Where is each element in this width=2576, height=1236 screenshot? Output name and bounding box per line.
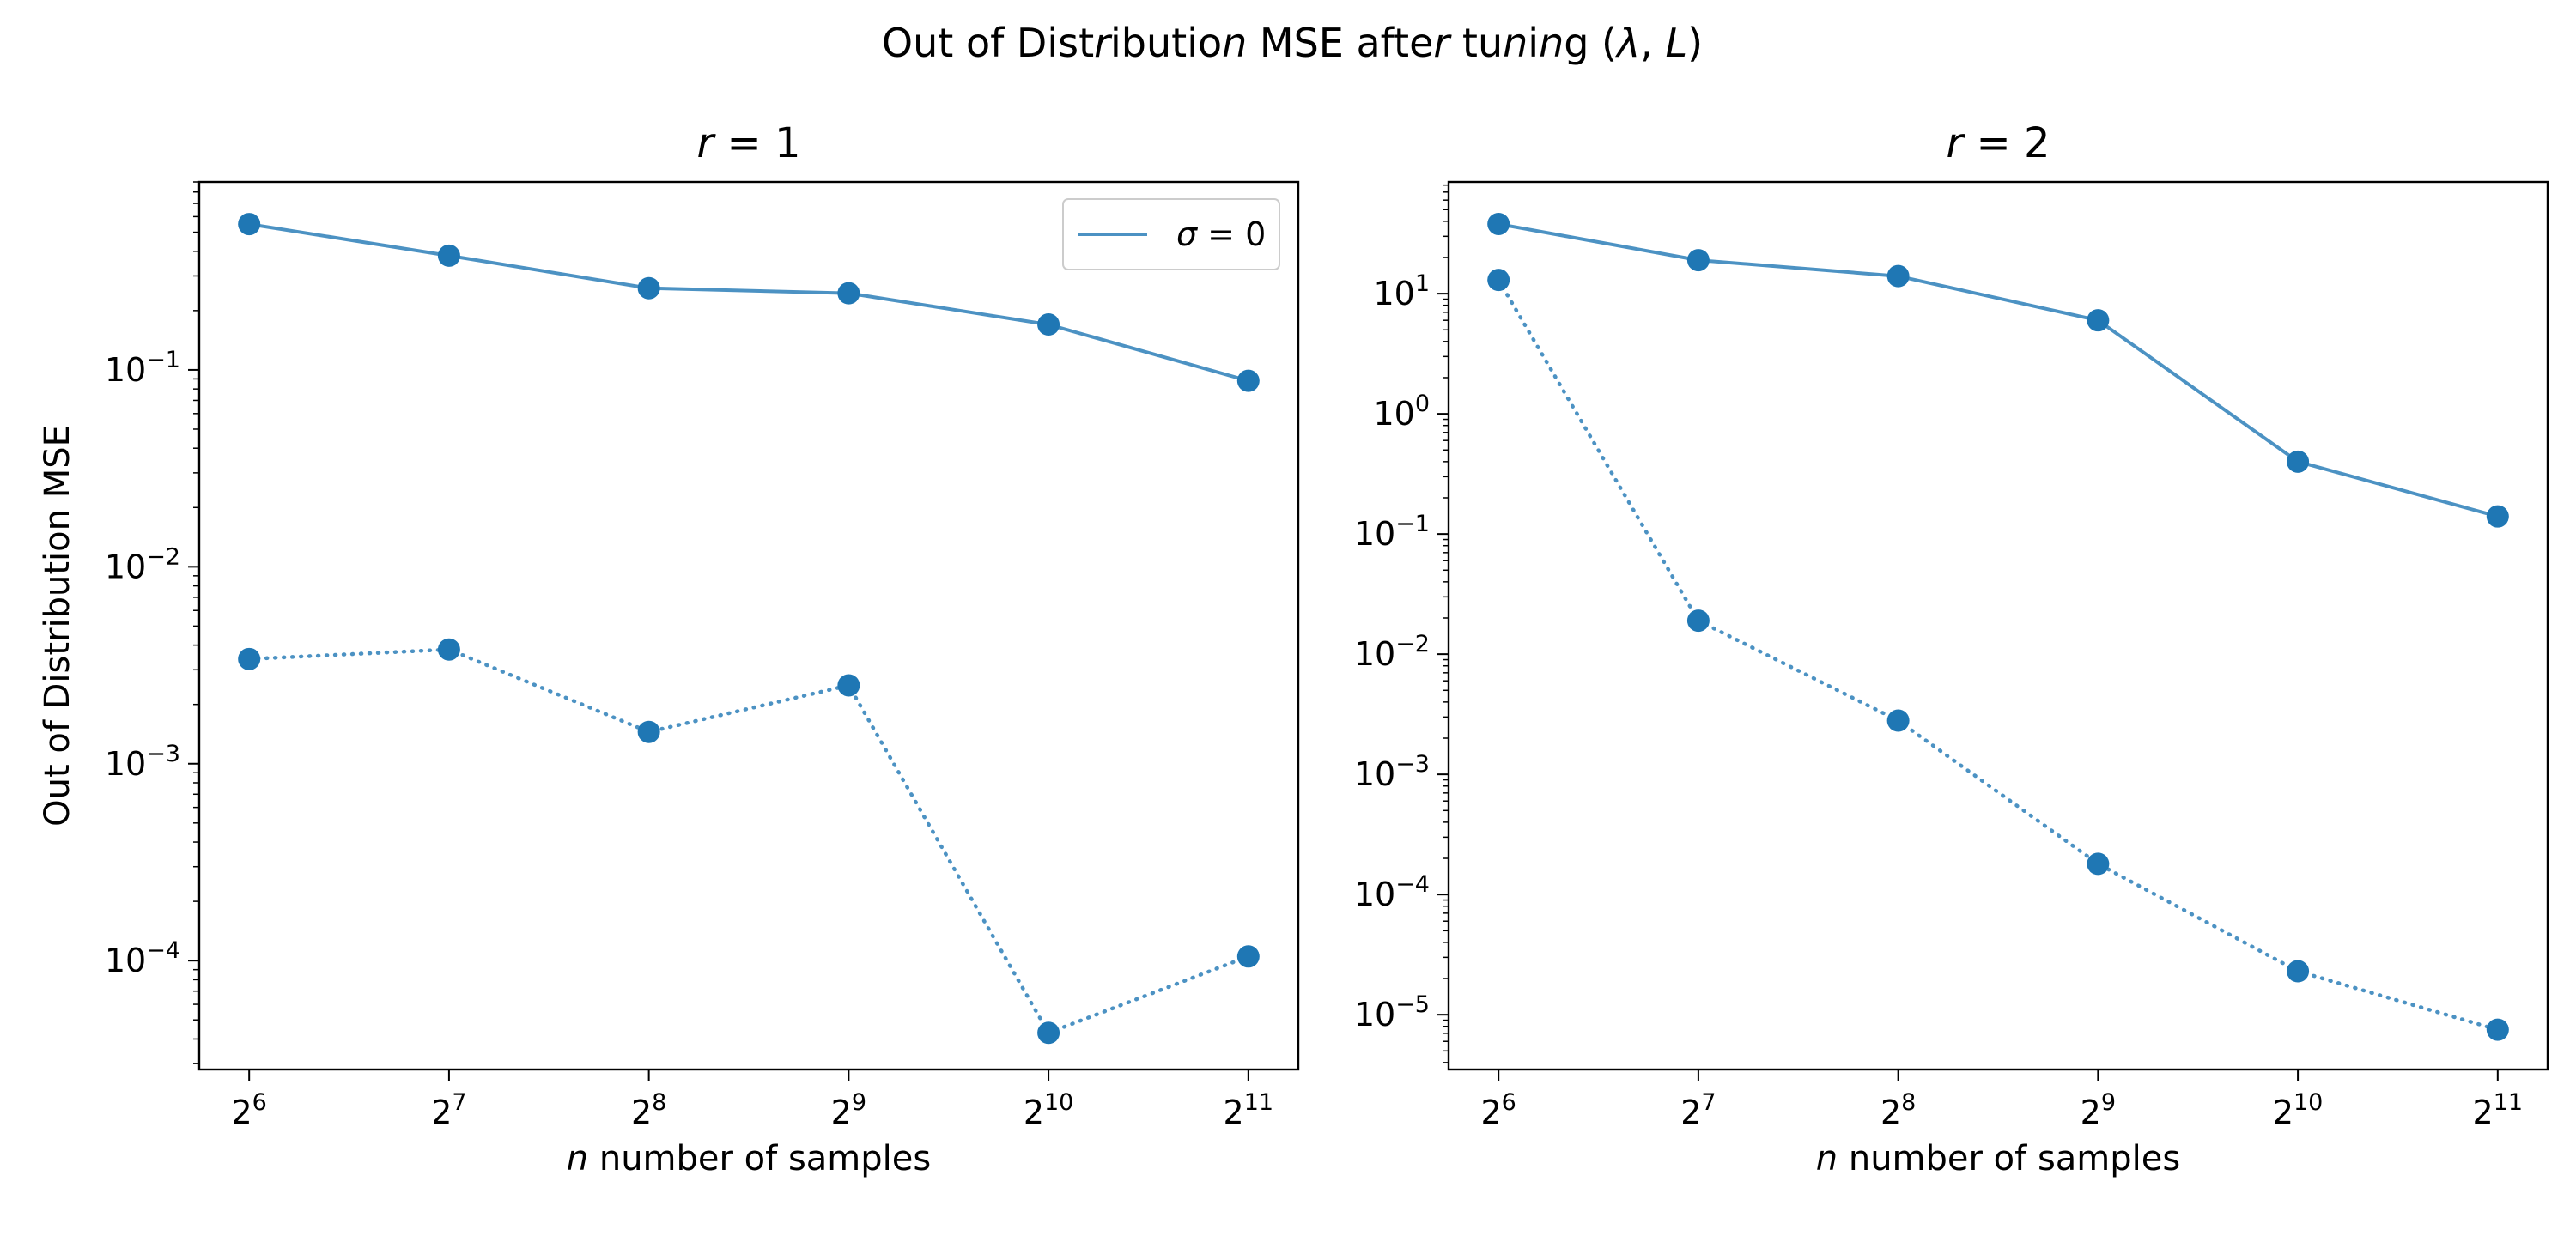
data-point	[1487, 269, 1510, 292]
y-tick-label: 101	[1373, 270, 1430, 312]
x-tick-label: 211	[1224, 1089, 1274, 1131]
data-point	[437, 638, 460, 661]
y-tick-label: 10−3	[105, 741, 180, 783]
data-point	[1886, 264, 1910, 288]
data-point	[1686, 249, 1710, 272]
x-tick-label: 28	[1880, 1089, 1916, 1131]
series-line-solid	[248, 222, 1249, 383]
data-point	[837, 674, 860, 697]
panel-title: r = 2	[1946, 119, 2050, 167]
data-point	[2486, 1018, 2509, 1041]
data-point	[2486, 505, 2509, 528]
figure-title: Out of Distribution MSE after tuning (λ,…	[882, 20, 1703, 66]
data-point	[1236, 945, 1260, 968]
y-tick-label: 10−1	[105, 347, 180, 389]
x-tick-label: 28	[631, 1089, 666, 1131]
data-point	[2287, 960, 2310, 983]
y-tick-label: 10−3	[1354, 751, 1430, 793]
panel-r1: r = 1 26 27 28 29 210 211 10−1 10−2 10−3 10−4 n num…	[38, 119, 1300, 1178]
data-point	[437, 244, 460, 267]
y-tick-label: 10−1	[1354, 511, 1430, 553]
axes-frame	[197, 180, 1300, 1071]
y-tick-label: 10−4	[1354, 871, 1430, 913]
x-tick-label: 210	[2273, 1089, 2324, 1131]
series-line-dotted	[1496, 277, 2500, 1032]
panel-r2: r = 2 26 27 28 29 210 211 101 100 10−1 10−2 10−3 10−…	[1354, 119, 2549, 1178]
x-tick-label: 27	[1680, 1089, 1716, 1131]
data-point	[1686, 609, 1710, 633]
data-point	[1037, 313, 1060, 336]
legend-box	[1062, 198, 1280, 270]
data-point	[837, 282, 860, 305]
data-point	[637, 720, 660, 743]
data-point	[1037, 1021, 1060, 1045]
x-tick-label: 26	[1480, 1089, 1516, 1131]
data-point	[238, 647, 261, 670]
x-tick-label: 29	[831, 1089, 866, 1131]
x-axis-label: n number of samples	[567, 1139, 931, 1178]
legend-label: σ = 0	[1176, 215, 1266, 253]
data-point	[238, 213, 261, 236]
y-axis-label: Out of Distribution MSE	[38, 425, 77, 827]
x-tick-label: 211	[2473, 1089, 2524, 1131]
panel-title: r = 1	[696, 119, 800, 167]
x-tick-label: 210	[1024, 1089, 1074, 1131]
data-point	[2287, 450, 2310, 473]
data-point	[1886, 709, 1910, 732]
y-tick-label: 10−2	[1354, 631, 1430, 673]
axes-frame	[1447, 180, 2549, 1071]
y-tick-label: 10−4	[105, 937, 180, 979]
y-tick-label: 10−5	[1354, 991, 1430, 1033]
y-tick-label: 10−2	[105, 543, 180, 585]
x-tick-label: 26	[231, 1089, 266, 1131]
x-tick-label: 27	[431, 1089, 466, 1131]
data-point	[637, 276, 660, 300]
data-point	[2087, 852, 2110, 876]
y-tick-label: 100	[1373, 391, 1430, 433]
x-axis-label: n number of samples	[1816, 1139, 2180, 1178]
data-point	[1487, 212, 1510, 235]
x-tick-label: 29	[2081, 1089, 2116, 1131]
data-point	[1236, 369, 1260, 392]
series-line-solid	[1498, 222, 2499, 518]
series-line-dotted	[246, 647, 1251, 1036]
data-point	[2087, 309, 2110, 332]
